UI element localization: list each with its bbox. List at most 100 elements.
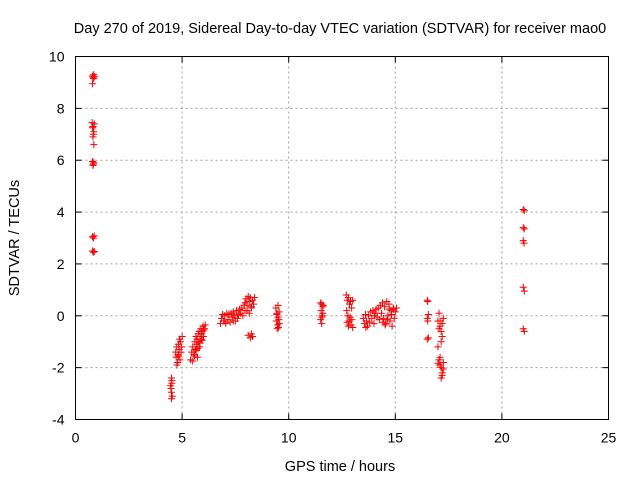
data-point (519, 224, 527, 232)
data-point (194, 344, 202, 352)
data-point (89, 133, 97, 141)
data-point (275, 316, 283, 324)
data-point (89, 233, 97, 241)
data-point (388, 322, 396, 330)
data-point (437, 338, 445, 346)
data-point (176, 356, 184, 364)
data-point (390, 305, 398, 313)
data-point (245, 298, 253, 306)
x-tick-label: 20 (494, 430, 510, 446)
y-axis-ticks: -4 -2 0 2 4 6 8 10 (49, 49, 609, 428)
data-point (319, 309, 327, 317)
data-point (439, 365, 447, 373)
data-point (349, 296, 357, 304)
x-tick-label: 15 (388, 430, 404, 446)
data-point (375, 316, 383, 324)
data-point (190, 352, 198, 360)
x-tick-label: 0 (72, 430, 80, 446)
data-point (379, 299, 387, 307)
data-point (175, 352, 183, 360)
data-point (439, 358, 447, 366)
data-point (343, 307, 351, 315)
data-points (88, 71, 528, 403)
data-point (199, 333, 207, 341)
data-point (198, 336, 206, 344)
data-point (89, 247, 97, 255)
data-point (229, 308, 237, 316)
data-point (434, 343, 442, 351)
y-tick-label: 10 (49, 49, 65, 65)
data-point (251, 294, 259, 302)
data-point (90, 247, 98, 255)
data-point (89, 80, 97, 88)
data-point (383, 316, 391, 324)
data-point (343, 318, 351, 326)
data-point (438, 320, 446, 328)
y-tick-label: -4 (52, 412, 65, 428)
data-point (232, 307, 240, 315)
data-point (89, 248, 97, 256)
data-point (273, 310, 281, 318)
data-point (247, 330, 255, 338)
data-point (424, 310, 432, 318)
data-point (90, 159, 98, 167)
data-point (274, 301, 282, 309)
chart-title: Day 270 of 2019, Sidereal Day-to-day VTE… (74, 21, 606, 37)
data-point (90, 141, 98, 149)
data-point (390, 314, 398, 322)
data-point (226, 318, 234, 326)
data-point (201, 321, 209, 329)
data-point (364, 322, 372, 330)
data-point (424, 317, 432, 325)
data-point (273, 325, 281, 333)
y-axis-label: SDTVAR / TECUs (7, 180, 23, 296)
data-point (381, 321, 389, 329)
data-point (377, 309, 385, 317)
data-point (167, 395, 175, 403)
data-point (363, 317, 371, 325)
data-point (424, 298, 432, 306)
data-point (366, 318, 374, 326)
data-point (193, 353, 201, 361)
grid-lines (75, 56, 609, 420)
y-tick-label: 8 (57, 100, 65, 116)
data-point (520, 225, 528, 233)
y-tick-label: 2 (57, 256, 65, 272)
data-point (381, 303, 389, 311)
data-point (519, 283, 527, 291)
data-point (178, 343, 186, 351)
data-point (362, 323, 370, 331)
data-point (274, 323, 282, 331)
data-point (348, 316, 356, 324)
data-point (361, 310, 369, 318)
data-point (178, 333, 186, 341)
data-point (370, 312, 378, 320)
data-point (344, 294, 352, 302)
data-point (200, 325, 208, 333)
x-axis-label: GPS time / hours (285, 459, 395, 475)
x-axis-ticks: 0 5 10 15 20 25 (72, 56, 616, 446)
data-point (344, 322, 352, 330)
data-point (520, 239, 528, 247)
data-point (229, 317, 237, 325)
data-point (245, 309, 253, 317)
data-point (439, 314, 447, 322)
data-point (435, 309, 443, 317)
x-tick-label: 5 (178, 430, 186, 446)
data-point (434, 360, 442, 368)
data-point (177, 348, 185, 356)
data-point (520, 287, 528, 295)
data-point (190, 351, 198, 359)
data-point (380, 314, 388, 322)
data-point (247, 304, 255, 312)
data-point (318, 320, 326, 328)
data-point (438, 371, 446, 379)
data-point (90, 120, 98, 128)
data-point (167, 388, 175, 396)
data-point (89, 75, 97, 83)
data-point (176, 338, 184, 346)
data-point (89, 124, 97, 132)
data-point (438, 333, 446, 341)
